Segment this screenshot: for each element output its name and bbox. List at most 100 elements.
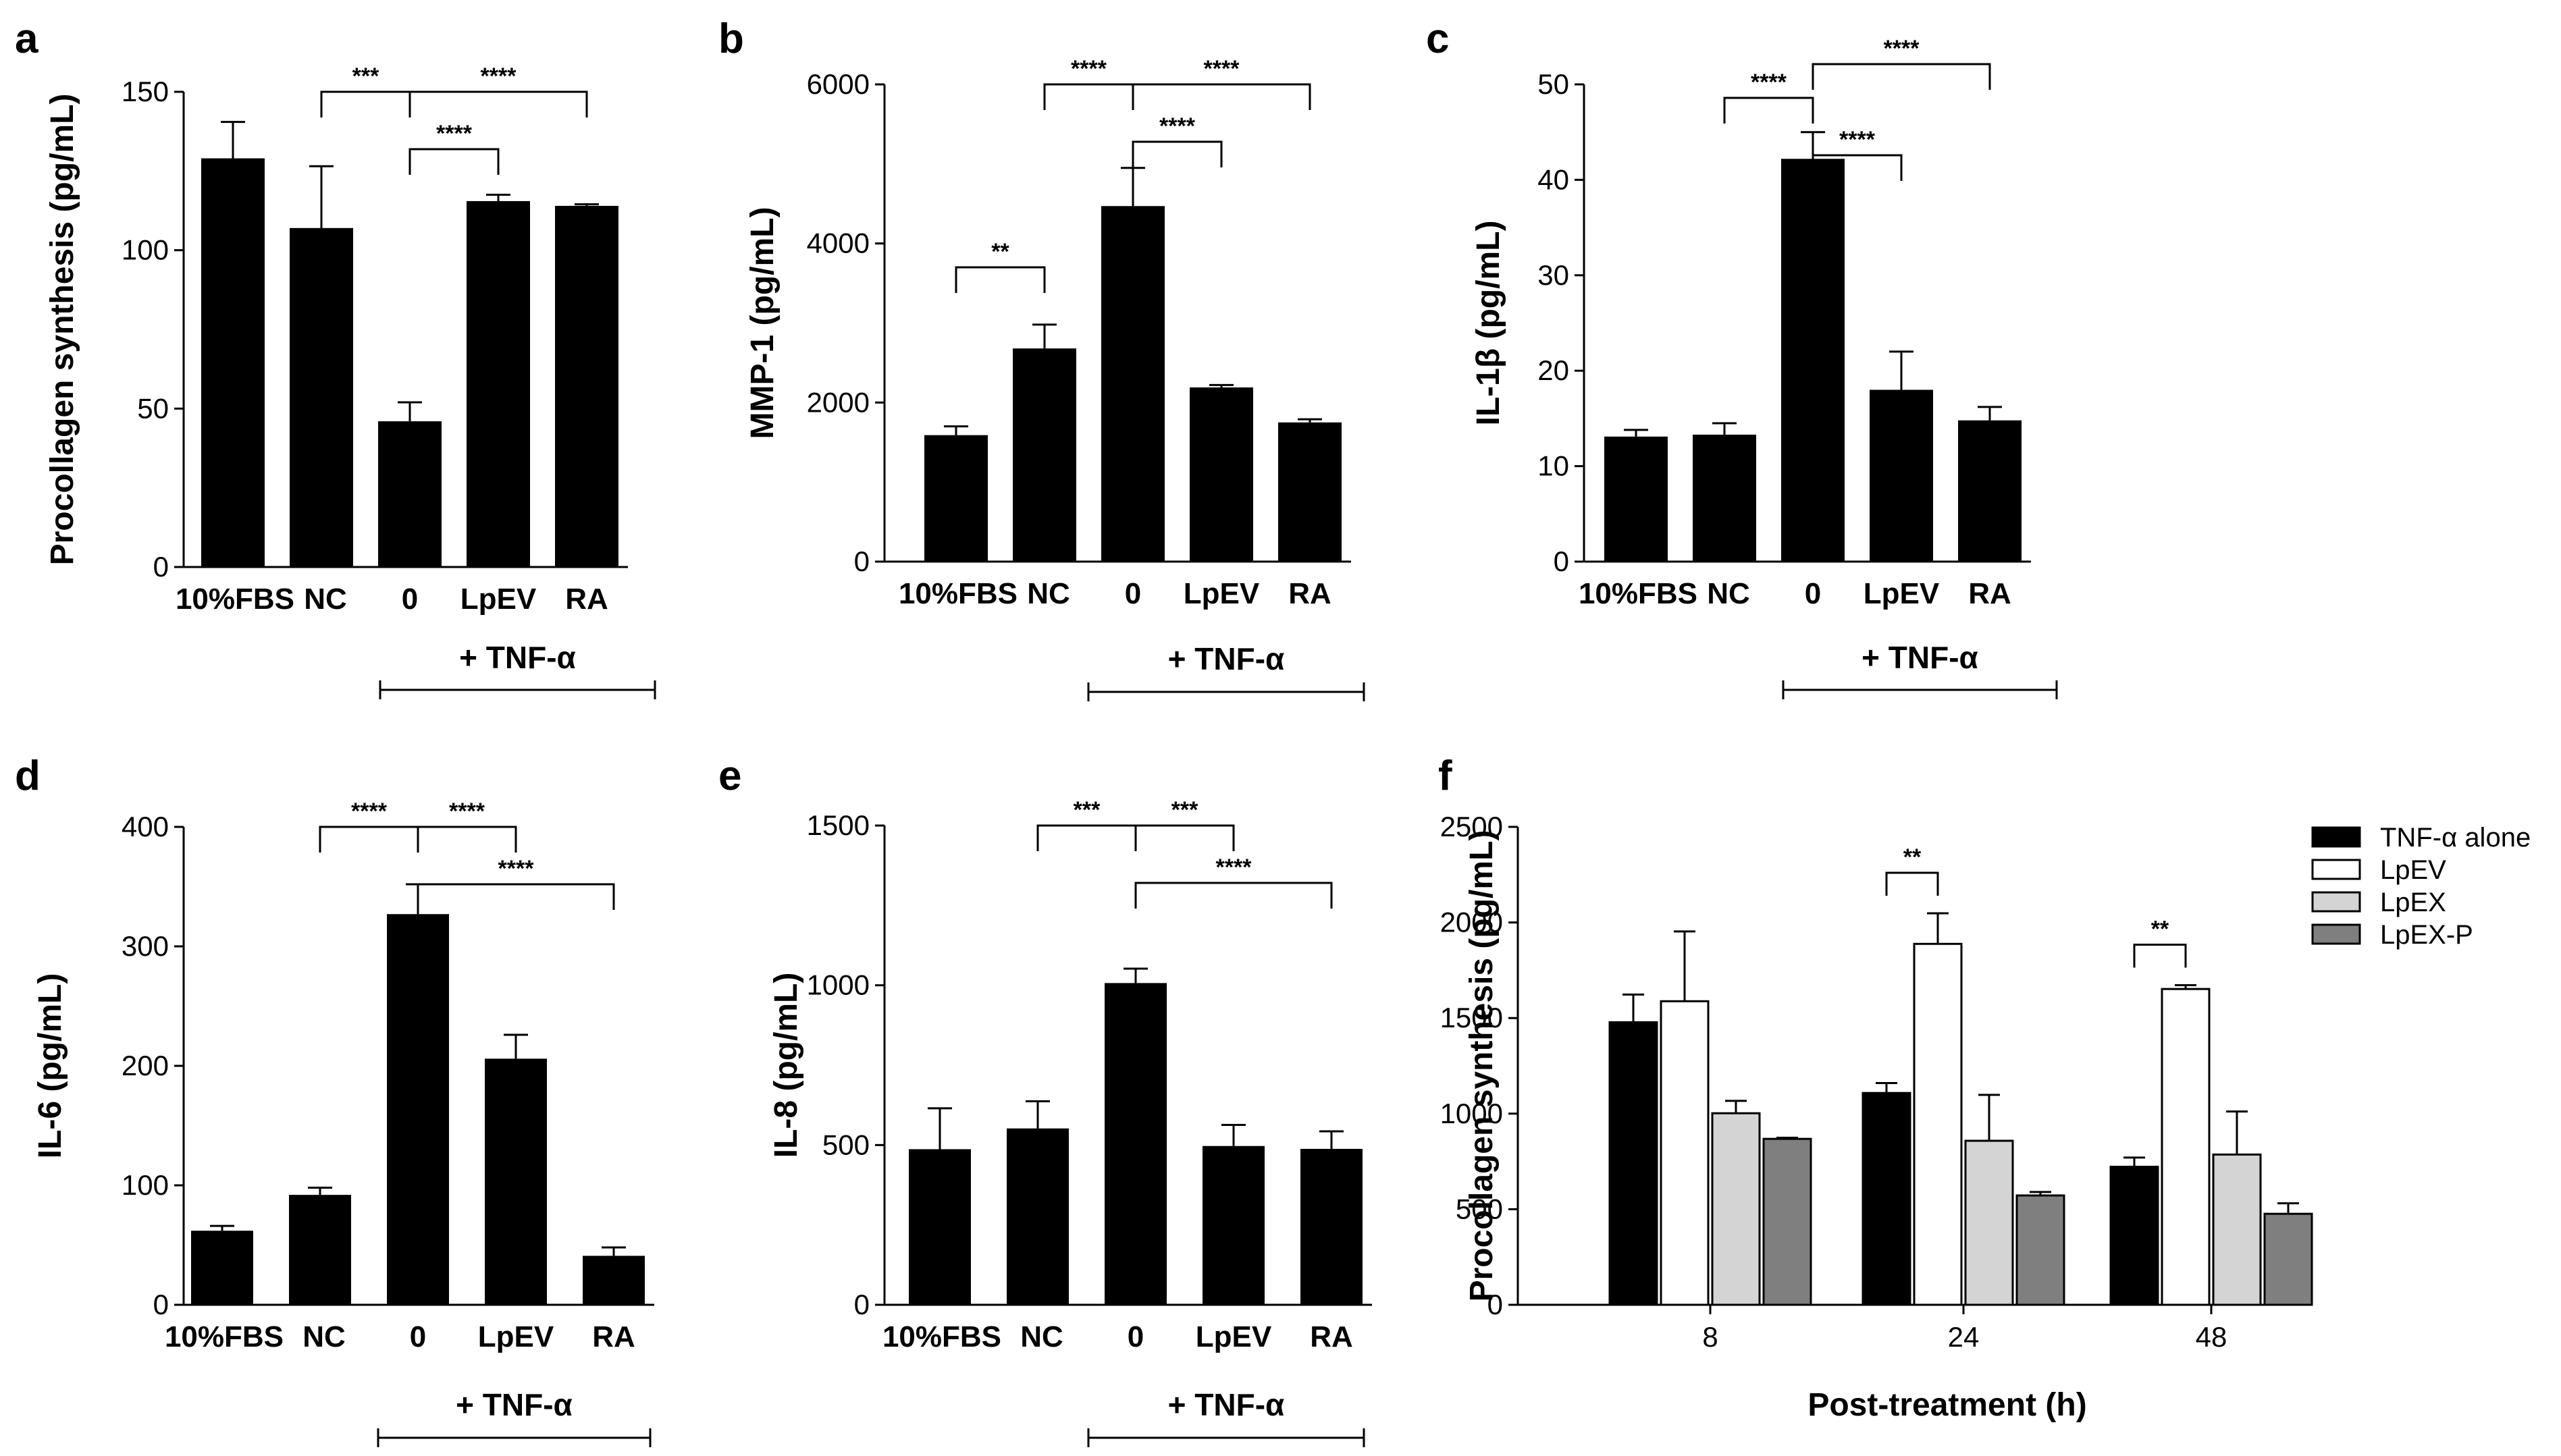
category-label: RA	[1968, 577, 2011, 610]
significance-label: ****	[449, 799, 485, 824]
bar	[467, 200, 530, 567]
y-tick-label: 300	[122, 930, 169, 962]
category-label: NC	[1020, 1320, 1063, 1353]
y-tick-label: 500	[822, 1129, 870, 1160]
category-label: 0	[1125, 577, 1141, 610]
legend-swatch	[2311, 826, 2361, 848]
legend-swatch	[2311, 923, 2361, 945]
y-tick-label: 30	[1537, 259, 1569, 291]
category-label: NC	[1027, 577, 1070, 610]
legend-swatch	[2311, 859, 2361, 880]
panel-letter: f	[1438, 753, 1452, 799]
significance-bracket	[408, 148, 500, 175]
y-tick-label: 2500	[1440, 811, 1503, 842]
category-label: 10%FBS	[176, 583, 294, 616]
y-axis-title: IL-8 (pg/mL)	[768, 973, 804, 1158]
significance-bracket	[1132, 140, 1223, 167]
panel-c: c 0 10 20 30 40 50 IL-1β (pg/mL) 10%FBS NC 0 LpEV RA…	[1426, 16, 2058, 699]
significance-label: ****	[351, 799, 388, 824]
significance-bracket	[408, 90, 588, 117]
bar-lpex	[1964, 1139, 2014, 1306]
category-label: 10%FBS	[899, 577, 1018, 610]
x-axis-title: Post-treatment (h)	[1807, 1387, 2086, 1423]
category-label: LpEV	[1196, 1320, 1272, 1353]
panel-letter: a	[15, 16, 38, 62]
panel-letter: c	[1426, 16, 1449, 62]
bar-lpex-p	[2263, 1212, 2313, 1306]
significance-label: ****	[436, 121, 473, 146]
y-tick-label: 1500	[1440, 1002, 1503, 1033]
significance-label: ***	[1074, 797, 1101, 823]
significance-bracket	[1812, 154, 1903, 181]
y-tick-label: 1000	[1440, 1098, 1503, 1129]
x-tick-label: 48	[2196, 1321, 2227, 1353]
bar	[1101, 206, 1165, 562]
bar	[290, 227, 353, 567]
bar	[555, 205, 618, 568]
y-tick-label: 2000	[1440, 907, 1503, 938]
panel-d: d 0 100 200 300 400 IL-6 (pg/mL) 10%FBS NC 0 LpEV R…	[15, 753, 654, 1447]
significance-label: ****	[1204, 56, 1240, 82]
y-tick-label: 100	[122, 234, 169, 266]
significance-bracket	[1134, 824, 1235, 851]
y-axis-title: IL-1β (pg/mL)	[1471, 221, 1506, 426]
y-tick-label: 150	[122, 76, 169, 107]
bar-lpev	[2161, 988, 2211, 1306]
y-tick-label: 4000	[807, 227, 870, 259]
category-label: 0	[410, 1320, 426, 1353]
category-label: RA	[1288, 577, 1331, 610]
significance-bracket	[417, 826, 517, 853]
y-axis-title: MMP-1 (pg/mL)	[745, 207, 781, 439]
category-label: 10%FBS	[882, 1320, 1001, 1353]
tnf-group-label: + TNF-α	[1862, 640, 1978, 675]
significance-bracket	[1043, 83, 1134, 110]
tnf-group-label: + TNF-α	[1168, 1387, 1285, 1422]
category-label: 0	[402, 583, 418, 616]
bar	[1203, 1145, 1265, 1305]
y-tick-label: 1000	[807, 969, 870, 1001]
y-tick-label: 2000	[807, 386, 870, 418]
bar-tnf-alone	[2109, 1166, 2159, 1306]
panel-letter: b	[718, 16, 744, 62]
significance-label: ****	[481, 63, 517, 89]
category-label: LpEV	[478, 1320, 554, 1353]
significance-label: **	[991, 239, 1009, 265]
bar	[1007, 1128, 1069, 1305]
y-tick-label: 6000	[807, 68, 870, 100]
panel-letter: e	[718, 753, 741, 799]
significance-label: **	[2151, 916, 2169, 942]
significance-bracket	[320, 90, 411, 117]
category-label: LpEV	[460, 583, 537, 616]
significance-bracket	[1134, 882, 1333, 909]
bar	[1300, 1149, 1363, 1305]
panel-e: e 0 500 1000 1500 IL-8 (pg/mL) 10%FBS NC 0 LpEV RA…	[718, 753, 1372, 1447]
bar	[1870, 389, 1933, 562]
significance-label: ****	[1216, 855, 1252, 880]
bar	[1693, 434, 1756, 562]
bar	[485, 1058, 547, 1305]
significance-label: ****	[1159, 113, 1196, 139]
y-tick-label: 0	[854, 545, 870, 577]
y-axis-title: Procollagen synthesis (pg/mL)	[45, 94, 80, 566]
category-label: LpEV	[1864, 577, 1940, 610]
y-tick-label: 0	[153, 1289, 169, 1320]
bar	[289, 1195, 351, 1305]
category-label: NC	[1707, 577, 1750, 610]
bar-lpex-p	[2015, 1194, 2065, 1306]
significance-label: ***	[352, 63, 379, 89]
y-tick-label: 50	[137, 392, 169, 424]
bar	[909, 1149, 971, 1305]
significance-bracket	[1885, 871, 1939, 896]
bar	[387, 914, 449, 1305]
x-tick-label: 24	[1948, 1321, 1980, 1353]
y-tick-label: 40	[1537, 163, 1569, 195]
bar-lpex-p	[1762, 1137, 1812, 1306]
significance-bracket	[417, 883, 615, 910]
category-label: 0	[1805, 577, 1821, 610]
legend-label: LpEV	[2380, 855, 2446, 885]
significance-label: ****	[1839, 127, 1876, 153]
category-label: 10%FBS	[165, 1320, 284, 1353]
y-tick-label: 1500	[807, 809, 870, 841]
